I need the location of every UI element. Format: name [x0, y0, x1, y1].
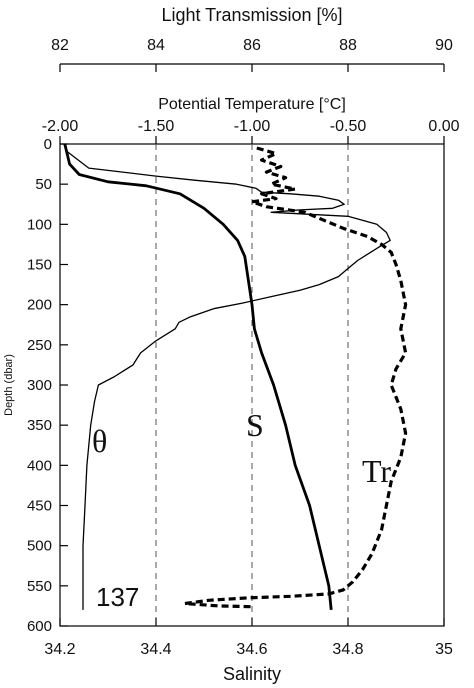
salinity-tick-label: 35 [435, 641, 453, 658]
salinity-tick-label: 34.6 [236, 641, 267, 658]
light-tick-label: 88 [339, 37, 357, 54]
depth-tick-label: 150 [27, 257, 52, 274]
depth-tick-label: 450 [27, 498, 52, 515]
gridlines [156, 144, 348, 626]
depth-tick-label: 600 [27, 618, 52, 635]
temp-tick-label: 0.00 [428, 118, 459, 135]
salinity-tick-label: 34.8 [332, 641, 363, 658]
salinity-tick-label: 34.4 [140, 641, 171, 658]
transmission-series-label: Tr [362, 453, 391, 489]
salinity-axis-title: Salinity [223, 664, 281, 684]
temp-axis-title: Potential Temperature [°C] [158, 96, 346, 113]
temp-tick-label: -1.00 [234, 118, 271, 135]
depth-tick-label: 200 [27, 297, 52, 314]
depth-tick-label: 100 [27, 216, 52, 233]
light-tick-label: 82 [51, 37, 69, 54]
depth-tick-label: 400 [27, 457, 52, 474]
temp-tick-label: -0.50 [330, 118, 367, 135]
temp-tick-label: -1.50 [138, 118, 175, 135]
depth-axis-title: Depth (dbar) [3, 354, 15, 416]
depth-tick-label: 0 [44, 136, 52, 153]
depth-tick-label: 500 [27, 538, 52, 555]
light-tick-label: 86 [243, 37, 261, 54]
temp-axis-ticks: -2.00 -1.50 -1.00 -0.50 0.00 [42, 118, 460, 144]
theta-line [64, 144, 390, 610]
depth-tick-label: 350 [27, 417, 52, 434]
salinity-axis-ticks: 34.2 34.4 34.6 34.8 35 [44, 618, 453, 658]
depth-tick-label: 550 [27, 578, 52, 595]
salinity-tick-label: 34.2 [44, 641, 75, 658]
temp-tick-label: -2.00 [42, 118, 79, 135]
salinity-series-label: S [246, 407, 264, 443]
theta-series-label: θ [92, 423, 107, 459]
depth-tick-label: 50 [35, 176, 52, 193]
light-axis-ticks: 82 84 86 88 90 [51, 37, 453, 72]
depth-axis-ticks: 0 50 100 150 200 250 300 350 400 450 500 550 600 [27, 136, 68, 635]
light-tick-label: 84 [147, 37, 165, 54]
light-axis-title: Light Transmission [%] [161, 5, 342, 25]
station-number: 137 [96, 582, 139, 612]
light-tick-label: 90 [435, 37, 453, 54]
depth-tick-label: 300 [27, 377, 52, 394]
depth-tick-label: 250 [27, 337, 52, 354]
series-group [64, 144, 406, 610]
transmission-line [185, 148, 406, 607]
